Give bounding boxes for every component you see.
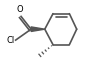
Text: Cl: Cl <box>6 36 15 45</box>
Text: O: O <box>17 5 23 14</box>
Polygon shape <box>31 27 45 31</box>
